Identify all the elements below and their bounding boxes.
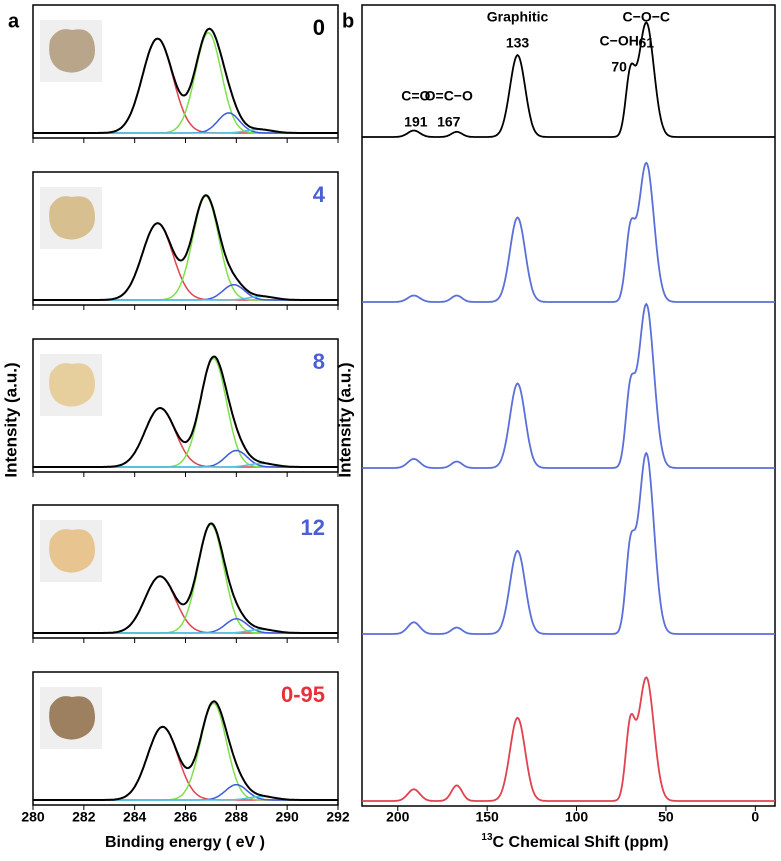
peak-label: O=C−O <box>425 88 473 104</box>
superscript: 13 <box>481 832 493 843</box>
x-tick-label: 150 <box>475 809 499 825</box>
y-axis-label: Intensity (a.u.) <box>335 362 354 477</box>
sample-label: 4 <box>313 182 326 207</box>
x-tick-label: 286 <box>174 809 198 825</box>
x-tick-label: 280 <box>21 809 45 825</box>
x-tick-label: 288 <box>225 809 249 825</box>
x-tick-label: 284 <box>123 809 147 825</box>
envelope <box>33 27 338 134</box>
sample-photo <box>49 529 95 573</box>
spectrum <box>362 21 775 138</box>
envelope <box>33 194 338 301</box>
panel-label: b <box>342 10 354 32</box>
peak-position: 191 <box>404 114 428 130</box>
peak-label: C−OH <box>600 33 639 49</box>
spectrum <box>362 161 775 303</box>
envelope <box>33 355 338 468</box>
x-tick-label: 290 <box>275 809 299 825</box>
sample-photo <box>49 696 95 740</box>
x-axis-label: Binding energy ( eV ) <box>105 834 265 851</box>
fit-component <box>33 618 338 634</box>
y-axis-label: Intensity (a.u.) <box>1 362 20 477</box>
x-axis-label-main: C Chemical Shift (ppm) <box>493 834 669 851</box>
spectrum <box>362 676 775 802</box>
sample-label: 0 <box>313 15 325 40</box>
envelope <box>33 700 338 801</box>
fit-component <box>33 783 338 801</box>
sample-label: 12 <box>301 515 325 540</box>
x-tick-label: 100 <box>565 809 589 825</box>
spectrum <box>362 451 775 635</box>
peak-position: 167 <box>437 114 461 130</box>
panel-label: a <box>8 10 20 32</box>
sample-photo <box>49 363 95 407</box>
peak-label: Graphitic <box>487 9 549 25</box>
x-tick-label: 292 <box>326 809 350 825</box>
spectrum <box>362 302 775 469</box>
peak-position: 133 <box>506 35 530 51</box>
x-tick-label: 50 <box>658 809 674 825</box>
fit-component <box>33 407 338 468</box>
x-tick-label: 200 <box>386 809 410 825</box>
fit-component <box>33 575 338 634</box>
sample-photo <box>49 196 95 240</box>
sample-label: 8 <box>313 349 325 374</box>
x-axis-label: 13C Chemical Shift (ppm) <box>481 832 668 852</box>
sample-photo <box>49 29 95 73</box>
envelope <box>33 522 338 634</box>
frame <box>361 4 776 807</box>
x-tick-label: 282 <box>72 809 96 825</box>
sample-label: 0-95 <box>281 682 325 707</box>
peak-position: 61 <box>638 35 654 51</box>
x-tick-label: 0 <box>751 809 759 825</box>
peak-label: C−O−C <box>623 9 670 25</box>
peak-position: 70 <box>611 59 627 75</box>
peak-label: C=O <box>401 88 430 104</box>
